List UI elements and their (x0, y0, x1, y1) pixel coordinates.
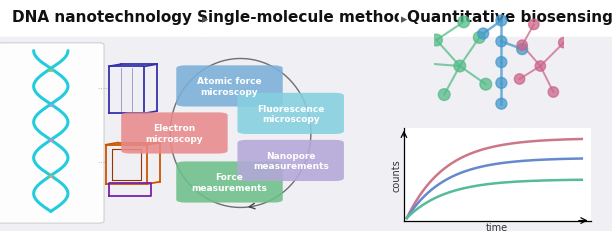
FancyBboxPatch shape (0, 44, 104, 223)
FancyBboxPatch shape (176, 66, 283, 107)
Circle shape (496, 78, 507, 89)
Circle shape (572, 54, 582, 64)
Circle shape (454, 61, 466, 73)
Circle shape (474, 32, 485, 44)
Circle shape (496, 16, 507, 27)
FancyBboxPatch shape (121, 113, 228, 154)
FancyBboxPatch shape (237, 140, 344, 181)
Text: Quantitative biosensing: Quantitative biosensing (407, 10, 612, 25)
Circle shape (438, 89, 450, 101)
Text: DNA nanotechnology: DNA nanotechnology (12, 10, 192, 25)
Text: ▸: ▸ (202, 13, 208, 26)
Y-axis label: counts: counts (391, 158, 401, 191)
Text: Electron
microscopy: Electron microscopy (146, 124, 203, 143)
Text: Nanopore
measurements: Nanopore measurements (253, 151, 329, 170)
Circle shape (496, 57, 507, 68)
Circle shape (517, 41, 528, 51)
FancyBboxPatch shape (399, 0, 612, 38)
Circle shape (420, 58, 432, 70)
Circle shape (496, 99, 507, 110)
FancyBboxPatch shape (237, 93, 344, 134)
Circle shape (529, 20, 539, 30)
Circle shape (431, 35, 442, 47)
FancyBboxPatch shape (176, 162, 283, 203)
Circle shape (478, 29, 488, 40)
Circle shape (517, 44, 528, 55)
Circle shape (514, 74, 524, 85)
Text: Atomic force
microscopy: Atomic force microscopy (197, 77, 262, 96)
X-axis label: time: time (486, 222, 509, 231)
FancyBboxPatch shape (198, 0, 412, 38)
Circle shape (458, 17, 469, 29)
Circle shape (496, 37, 507, 48)
Circle shape (559, 38, 569, 49)
Circle shape (548, 87, 559, 98)
Text: Force
measurements: Force measurements (192, 173, 267, 192)
Text: Single-molecule methods: Single-molecule methods (197, 10, 414, 25)
FancyBboxPatch shape (0, 0, 212, 38)
Text: ▸: ▸ (401, 13, 408, 26)
Circle shape (535, 61, 545, 72)
Circle shape (480, 79, 491, 91)
Text: Fluorescence
microscopy: Fluorescence microscopy (257, 104, 324, 124)
